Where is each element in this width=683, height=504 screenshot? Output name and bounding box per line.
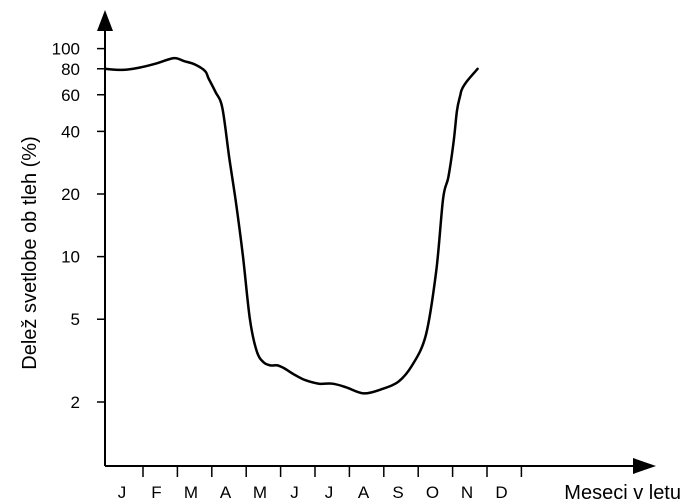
x-axis-arrow bbox=[633, 458, 656, 474]
y-axis-title: Delež svetlobe ob tleh (%) bbox=[19, 136, 41, 369]
month-label: J bbox=[325, 483, 334, 502]
y-tick-label: 100 bbox=[52, 40, 80, 59]
series-line bbox=[103, 56, 479, 395]
month-label: M bbox=[184, 483, 198, 502]
y-tick-label: 40 bbox=[61, 122, 80, 141]
month-label: J bbox=[290, 483, 299, 502]
y-tick-label: 10 bbox=[61, 248, 80, 267]
month-label: A bbox=[358, 483, 370, 502]
x-axis-title: Meseci v letu bbox=[564, 482, 681, 504]
month-label: F bbox=[151, 483, 161, 502]
y-tick-label: 20 bbox=[61, 185, 80, 204]
y-tick-label: 80 bbox=[61, 60, 80, 79]
month-label: O bbox=[426, 483, 439, 502]
month-label: N bbox=[461, 483, 473, 502]
x-axis bbox=[105, 458, 656, 474]
y-tick-label: 2 bbox=[71, 393, 80, 412]
month-label: S bbox=[392, 483, 403, 502]
y-axis bbox=[97, 10, 113, 466]
month-label: D bbox=[495, 483, 507, 502]
y-tick-label: 60 bbox=[61, 86, 80, 105]
y-tick-label: 5 bbox=[71, 310, 80, 329]
month-label: M bbox=[253, 483, 267, 502]
month-label: J bbox=[118, 483, 127, 502]
y-axis-arrow bbox=[97, 10, 113, 31]
month-label: A bbox=[220, 483, 232, 502]
